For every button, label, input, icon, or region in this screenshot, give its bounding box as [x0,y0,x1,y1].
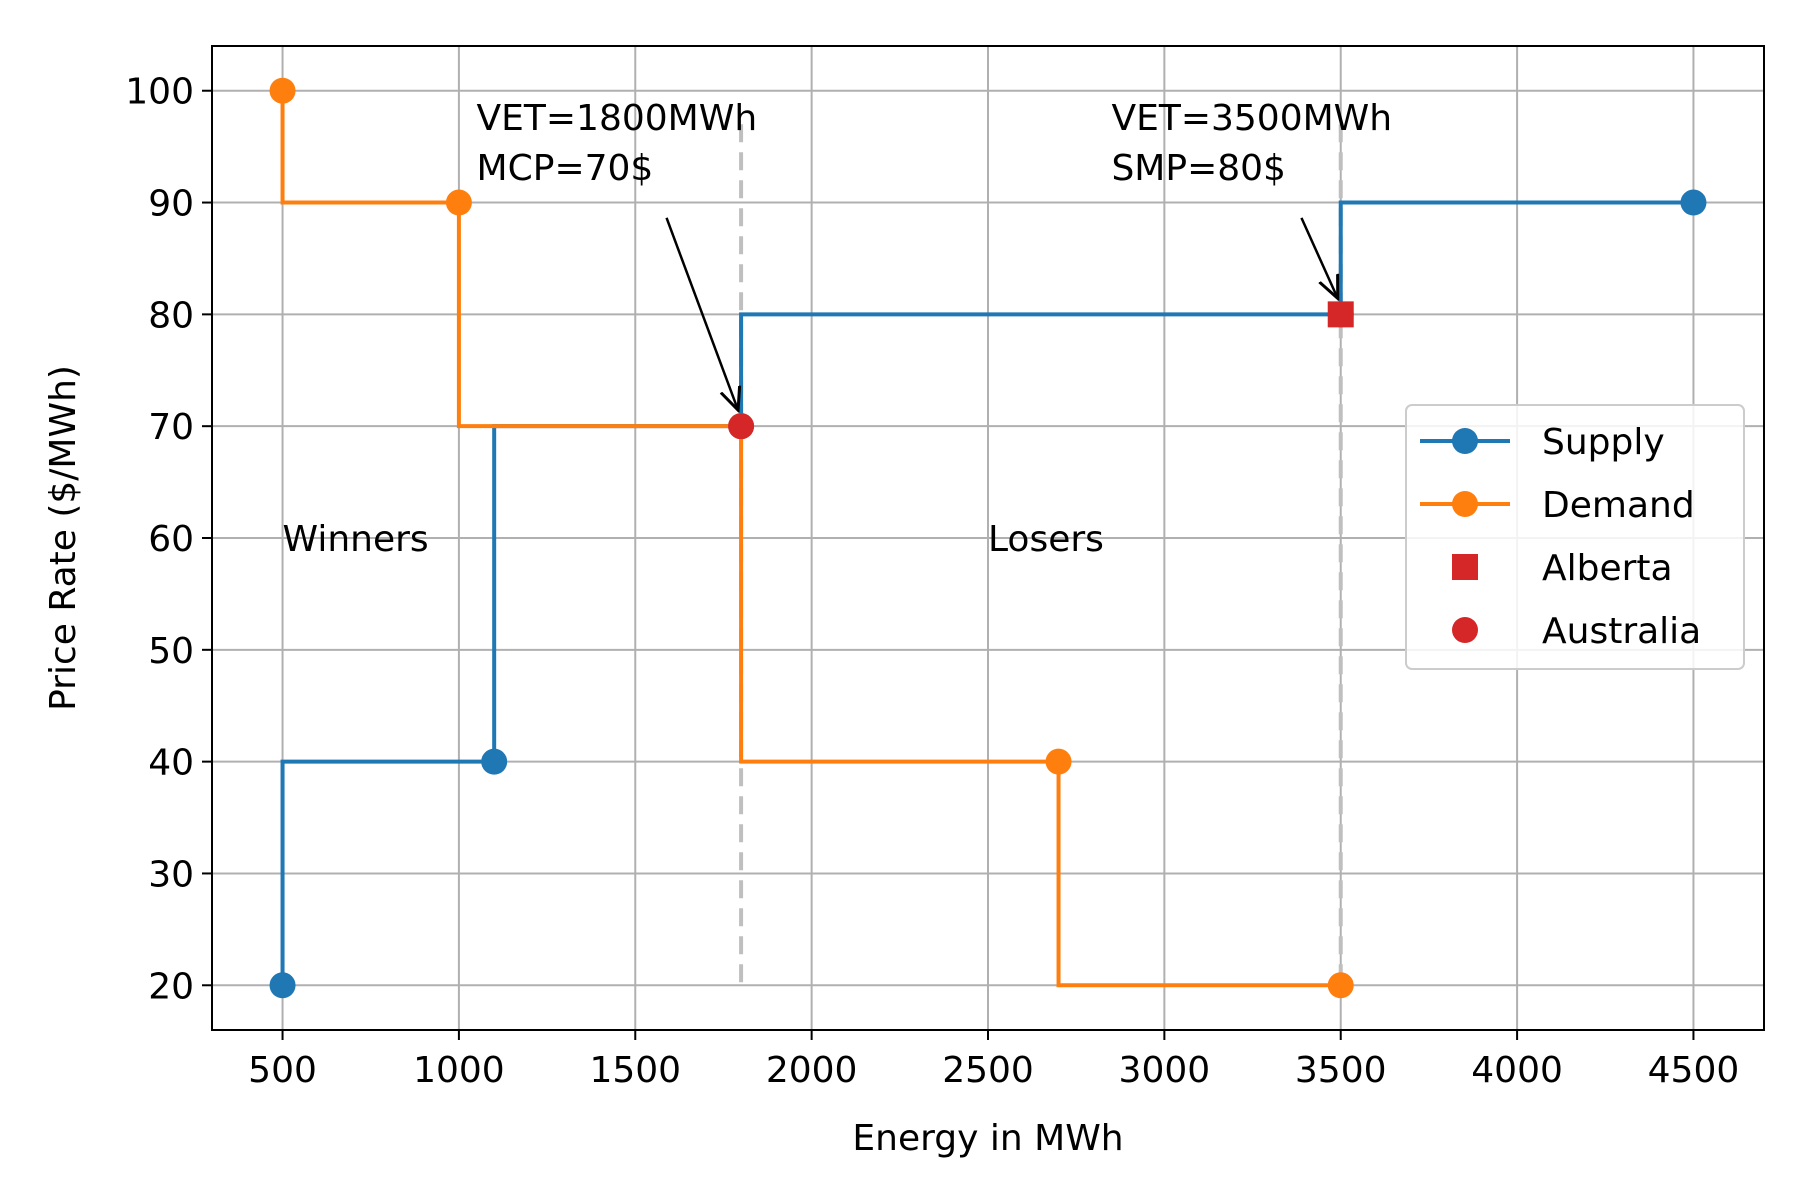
y-tick-label: 100 [125,72,194,113]
x-tick-label: 4000 [1471,1050,1563,1091]
x-tick-label: 4500 [1648,1050,1740,1091]
annotation-text: VET=1800MWh [477,98,758,139]
y-tick-label: 80 [148,295,194,336]
supply-marker [481,748,508,775]
y-tick-label: 40 [148,743,194,784]
y-tick-label: 50 [148,631,194,672]
y-tick-label: 20 [148,966,194,1007]
legend: Supply Demand Alberta Australia [1405,404,1745,670]
x-tick-label: 2000 [766,1050,858,1091]
annotation-arrow [1300,217,1337,299]
y-axis-label: Price Rate ($/MWh) [43,365,84,711]
demand-marker [1045,748,1072,775]
supply-marker [1680,189,1707,216]
x-tick-label: 2500 [942,1050,1034,1091]
y-tick-label: 60 [148,519,194,560]
legend-label-alberta: Alberta [1542,548,1673,589]
annotation-arrow [665,217,739,410]
x-tick-label: 500 [248,1050,317,1091]
legend-marker-alberta [1452,554,1478,580]
legend-label-demand: Demand [1542,485,1695,526]
x-tick-label: 3000 [1119,1050,1211,1091]
alberta-point [1327,301,1354,328]
legend-marker-supply [1452,428,1478,454]
legend-label-supply: Supply [1542,422,1665,463]
region-label-winners: Winners [283,519,429,560]
x-tick-label: 1000 [413,1050,505,1091]
annotations: VET=1800MWh MCP=70$ VET=3500MWh SMP=80$ Wi… [283,98,1393,560]
y-tick-label: 70 [148,407,194,448]
y-tick-label: 90 [148,184,194,225]
australia-point [728,413,755,440]
legend-marker-demand [1452,491,1478,517]
annotation-text: SMP=80$ [1111,148,1286,189]
y-tick-label: 30 [148,854,194,895]
legend-box [1405,404,1745,670]
legend-marker-australia [1452,617,1478,643]
region-label-losers: Losers [988,519,1104,560]
axis-ticks: 500 1000 1500 2000 2500 3000 3500 4000 4500 20 30 4… [125,72,1739,1091]
demand-marker [445,189,472,216]
annotation-text: MCP=70$ [477,148,654,189]
x-tick-label: 1500 [589,1050,681,1091]
highlight-points [728,301,1354,440]
supply-marker [269,972,296,999]
x-tick-label: 3500 [1295,1050,1387,1091]
demand-marker [1327,972,1354,999]
demand-marker [269,77,296,104]
annotation-text: VET=3500MWh [1111,98,1392,139]
legend-label-australia: Australia [1542,611,1701,652]
x-axis-label: Energy in MWh [852,1118,1123,1159]
